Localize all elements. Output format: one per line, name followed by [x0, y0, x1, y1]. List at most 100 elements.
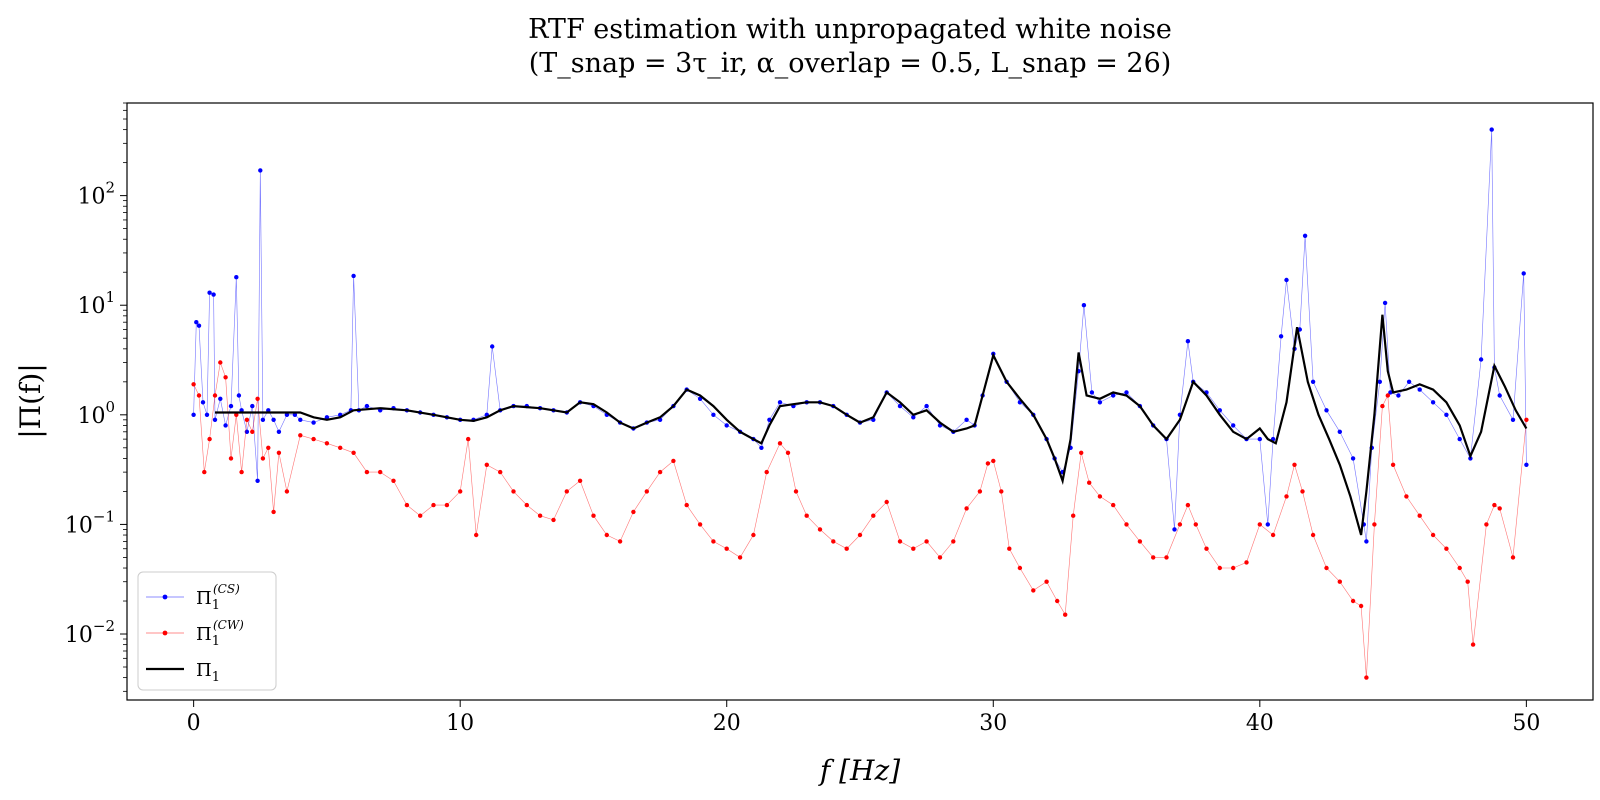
data-point — [250, 403, 255, 409]
data-point — [378, 469, 383, 475]
data-point — [999, 489, 1004, 494]
data-point — [1465, 579, 1470, 584]
data-point — [1364, 539, 1369, 544]
y-axis-label: |Π(f)| — [14, 363, 47, 439]
data-point — [1185, 339, 1191, 344]
data-point — [191, 382, 196, 387]
data-point — [239, 469, 244, 475]
series-layer — [191, 127, 1529, 680]
data-point — [924, 539, 929, 544]
data-point — [1137, 539, 1143, 544]
data-point — [1372, 522, 1377, 527]
data-point — [266, 445, 271, 450]
data-point — [484, 462, 489, 467]
data-point — [444, 502, 450, 508]
data-point — [271, 417, 276, 422]
data-point — [311, 420, 316, 425]
data-point — [671, 458, 676, 464]
data-point — [1089, 390, 1095, 395]
data-point — [777, 441, 783, 446]
data-point — [524, 502, 529, 508]
data-point — [490, 344, 495, 349]
data-point — [196, 393, 202, 398]
data-point — [364, 403, 370, 409]
data-point — [404, 502, 410, 508]
data-point — [207, 290, 212, 295]
data-point — [458, 489, 463, 494]
data-point — [1270, 532, 1276, 538]
data-point — [1111, 393, 1116, 398]
data-point — [234, 275, 239, 280]
data-point — [236, 393, 242, 398]
data-point — [1244, 560, 1249, 565]
legend-label: Π1(CS) — [196, 582, 240, 613]
data-point — [431, 502, 436, 508]
data-point — [1017, 565, 1023, 571]
data-point — [228, 403, 234, 409]
data-point — [937, 555, 943, 560]
data-point — [1185, 502, 1191, 508]
series-2 — [215, 314, 1528, 536]
data-point — [1265, 522, 1271, 527]
x-axis-label: f [Hz] — [818, 754, 900, 787]
data-point — [1204, 546, 1209, 551]
data-point — [1510, 555, 1516, 560]
data-point — [1081, 303, 1087, 308]
data-point — [1406, 379, 1412, 384]
data-point — [831, 539, 836, 544]
data-point — [1284, 277, 1289, 283]
data-point — [1377, 379, 1383, 384]
data-point — [474, 532, 479, 538]
chart-title-line2: (T_snap = 3τ_ir, α_overlap = 0.5, L_snap… — [529, 48, 1172, 79]
data-point — [511, 489, 516, 494]
data-point — [212, 417, 218, 422]
data-point — [871, 513, 876, 518]
data-point — [1231, 423, 1236, 428]
data-point — [1478, 357, 1484, 362]
data-point — [255, 396, 260, 401]
data-point — [1350, 598, 1356, 604]
data-point — [1193, 522, 1199, 527]
data-point — [391, 478, 396, 483]
data-point — [793, 489, 799, 494]
data-point — [1097, 400, 1103, 405]
data-point — [1521, 271, 1526, 276]
data-point — [1484, 522, 1489, 527]
data-point — [276, 429, 282, 434]
data-point — [260, 456, 266, 461]
data-point — [1278, 334, 1284, 339]
data-point — [1007, 546, 1012, 551]
data-point — [1385, 393, 1391, 398]
data-point — [1257, 436, 1263, 442]
data-point — [1388, 390, 1393, 395]
legend-label: Π1 — [196, 660, 220, 685]
data-point — [1044, 579, 1049, 584]
data-point — [1404, 494, 1409, 499]
data-point — [1382, 300, 1388, 306]
y-axis: 10−2 10−1 100 101 102 — [65, 102, 127, 692]
data-point — [1457, 565, 1462, 571]
data-point — [1457, 436, 1462, 442]
data-point — [884, 499, 889, 505]
data-point — [324, 415, 330, 420]
data-point — [211, 292, 216, 297]
y-tick-label: 10−2 — [65, 617, 115, 648]
data-point — [1172, 527, 1177, 532]
data-point — [1124, 522, 1129, 527]
x-tick-label: 20 — [713, 711, 741, 736]
data-point — [911, 415, 916, 420]
plot-area-frame — [126, 102, 1594, 701]
data-point — [951, 539, 956, 544]
y-tick-label: 102 — [77, 179, 115, 210]
chart-title-line1: RTF estimation with unpropagated white n… — [528, 14, 1172, 45]
data-point — [657, 469, 663, 475]
data-point — [255, 478, 260, 483]
data-point — [1417, 513, 1422, 518]
data-point — [276, 450, 282, 455]
data-point — [1284, 494, 1289, 499]
data-point — [724, 423, 729, 428]
data-point — [196, 323, 202, 328]
data-point — [817, 527, 823, 532]
data-point — [751, 532, 756, 538]
